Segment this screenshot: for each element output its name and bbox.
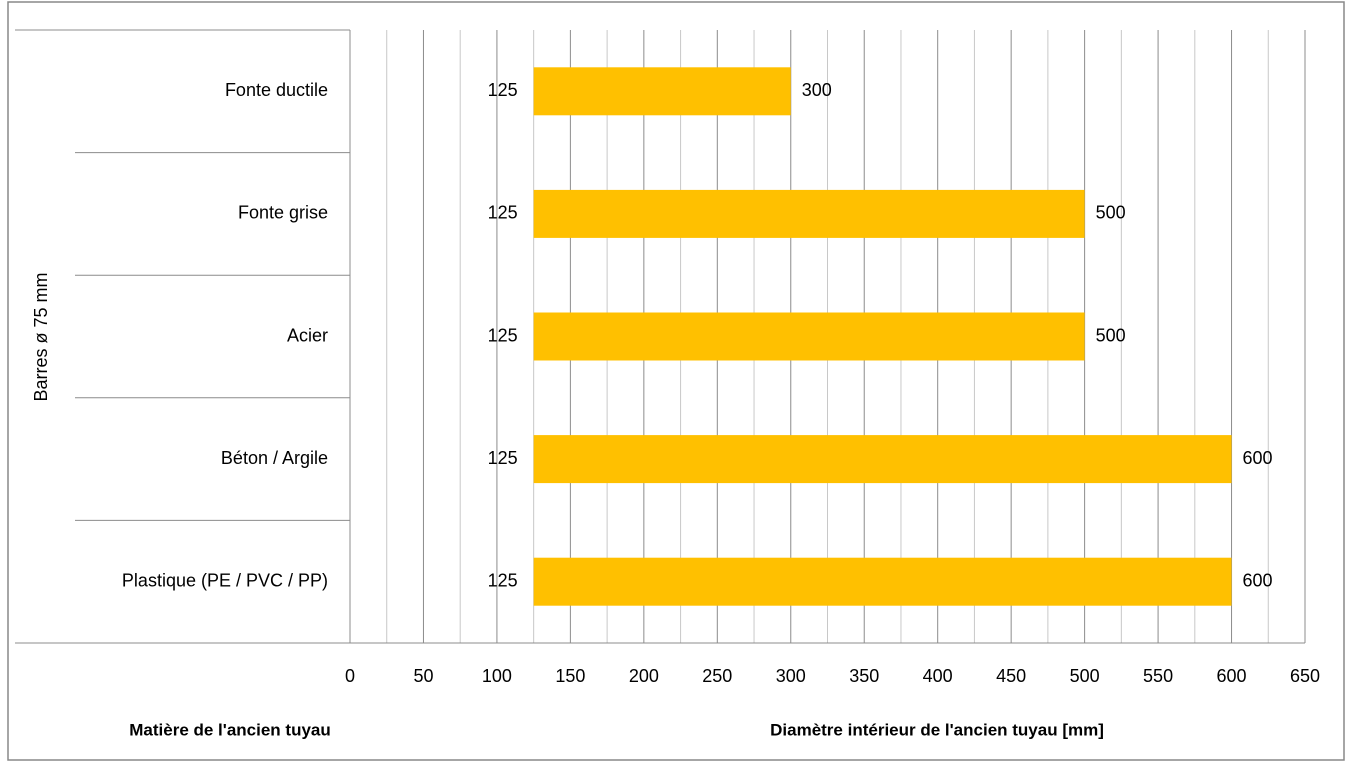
value-label: 600 [1243, 448, 1273, 468]
x-axis-title: Diamètre intérieur de l'ancien tuyau [mm… [770, 720, 1104, 739]
x-tick-label: 0 [345, 666, 355, 686]
group-label: Barres ø 75 mm [31, 272, 51, 401]
bar [533, 557, 1232, 606]
x-tick-label: 150 [555, 666, 585, 686]
x-tick-label: 650 [1290, 666, 1320, 686]
bar [533, 67, 791, 116]
x-tick-label: 200 [629, 666, 659, 686]
value-label: 500 [1096, 325, 1126, 345]
value-label: 600 [1243, 570, 1273, 590]
category-label: Béton / Argile [221, 448, 328, 468]
category-label: Plastique (PE / PVC / PP) [122, 570, 328, 590]
x-tick-label: 400 [923, 666, 953, 686]
x-tick-label: 350 [849, 666, 879, 686]
value-label: 300 [802, 80, 832, 100]
low-label: 125 [488, 203, 518, 223]
x-tick-label: 300 [776, 666, 806, 686]
x-tick-label: 250 [702, 666, 732, 686]
low-label: 125 [488, 325, 518, 345]
x-tick-label: 600 [1217, 666, 1247, 686]
x-tick-label: 450 [996, 666, 1026, 686]
value-label: 500 [1096, 203, 1126, 223]
low-label: 125 [488, 80, 518, 100]
x-tick-label: 50 [413, 666, 433, 686]
category-label: Fonte ductile [225, 80, 328, 100]
category-axis-title: Matière de l'ancien tuyau [129, 720, 331, 739]
category-label: Fonte grise [238, 203, 328, 223]
x-tick-label: 550 [1143, 666, 1173, 686]
bar [533, 312, 1085, 361]
category-label: Acier [287, 325, 328, 345]
chart-frame [7, 1, 1345, 761]
x-tick-label: 500 [1070, 666, 1100, 686]
low-label: 125 [488, 570, 518, 590]
x-tick-label: 100 [482, 666, 512, 686]
bar [533, 189, 1085, 238]
bar [533, 435, 1232, 484]
low-label: 125 [488, 448, 518, 468]
